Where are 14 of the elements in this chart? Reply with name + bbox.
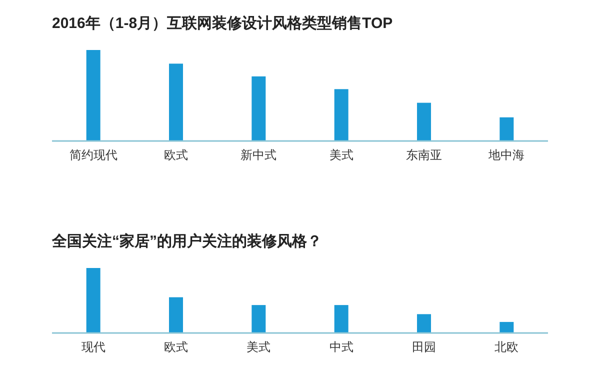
x-tick-label: 中式 [329, 340, 354, 354]
x-tick-label: 现代 [81, 340, 106, 354]
chart-title: 2016年（1-8月）互联网装修设计风格类型销售TOP [52, 15, 393, 32]
x-tick-label: 新中式 [240, 148, 277, 162]
x-tick-label: 简约现代 [69, 148, 118, 162]
x-tick-label: 东南亚 [406, 148, 442, 162]
chart-title: 全国关注“家居”的用户关注的装修风格？ [51, 232, 322, 250]
x-tick-label: 北欧 [494, 340, 519, 354]
x-tick-label: 美式 [329, 148, 354, 162]
x-tick-label: 地中海 [488, 148, 525, 162]
x-tick-label: 美式 [246, 340, 271, 354]
x-tick-label: 田园 [412, 340, 436, 354]
x-tick-label: 欧式 [164, 340, 188, 354]
x-tick-label: 欧式 [164, 148, 188, 162]
